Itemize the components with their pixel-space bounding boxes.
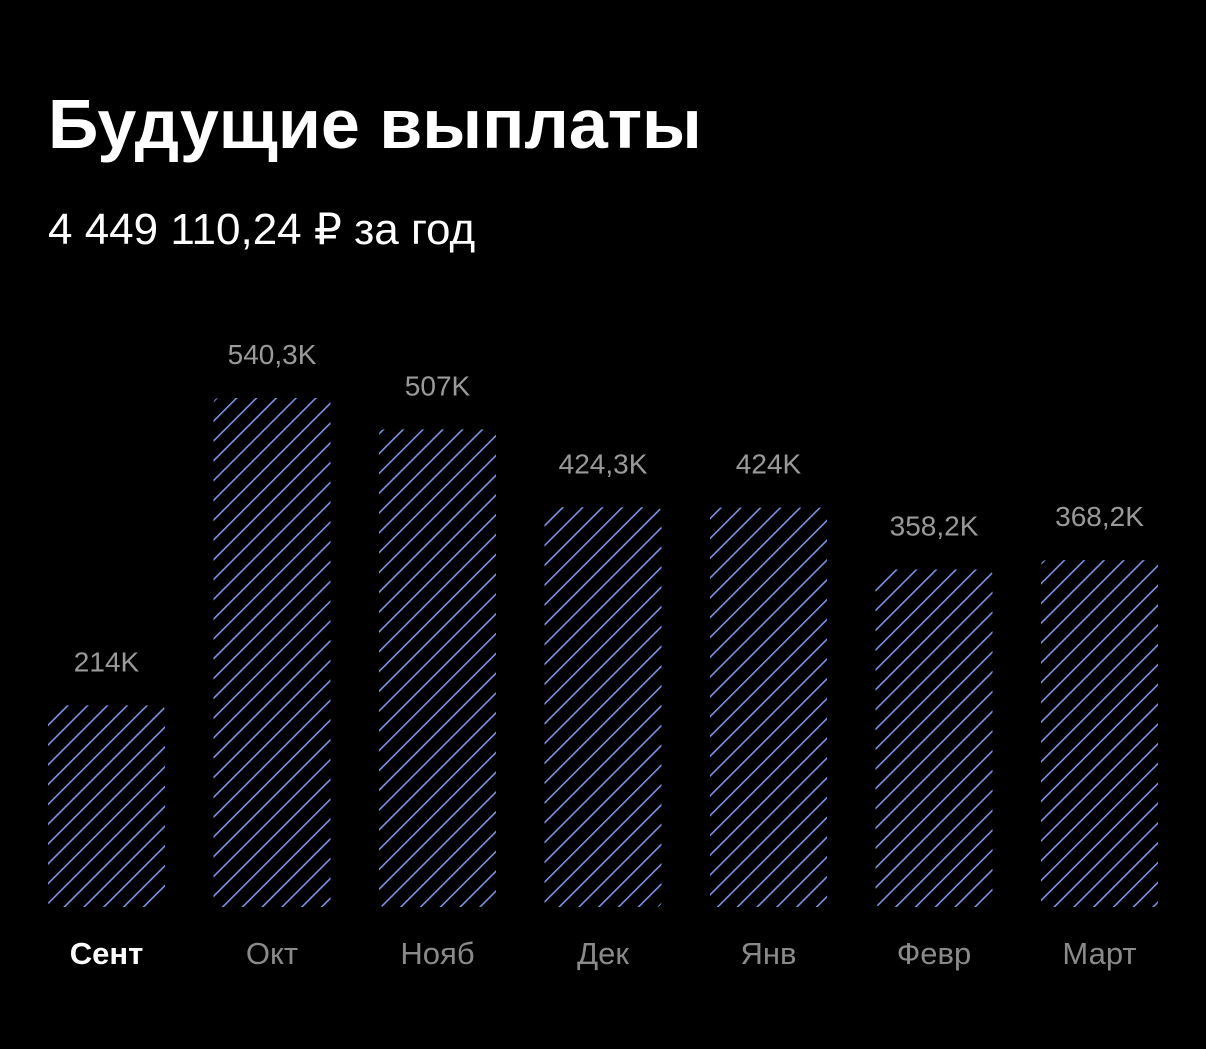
value-label: 358,2K (890, 511, 979, 542)
bar (213, 398, 331, 907)
x-tick-label: Сент (70, 936, 144, 971)
x-tick-label: Дек (577, 936, 629, 971)
bar (379, 429, 496, 907)
x-tick-label: Янв (741, 936, 797, 971)
chart-title: Будущие выплаты (48, 85, 702, 163)
chart-subtitle: 4 449 110,24 ₽ за год (48, 205, 475, 254)
value-label: 368,2K (1055, 501, 1144, 532)
x-tick-label: Февр (897, 936, 972, 971)
x-tick-label: Нояб (400, 936, 474, 971)
bar (544, 507, 662, 907)
bar (1041, 560, 1158, 907)
x-tick-label: Окт (246, 936, 298, 971)
value-label: 424K (736, 449, 802, 480)
x-tick-label: Март (1062, 936, 1136, 971)
value-label: 214K (74, 646, 140, 677)
bar (48, 705, 165, 907)
value-label: 507K (405, 370, 471, 401)
value-label: 540,3K (228, 339, 317, 370)
bar (875, 569, 993, 907)
bar (710, 507, 827, 907)
value-label: 424,3K (559, 448, 648, 479)
